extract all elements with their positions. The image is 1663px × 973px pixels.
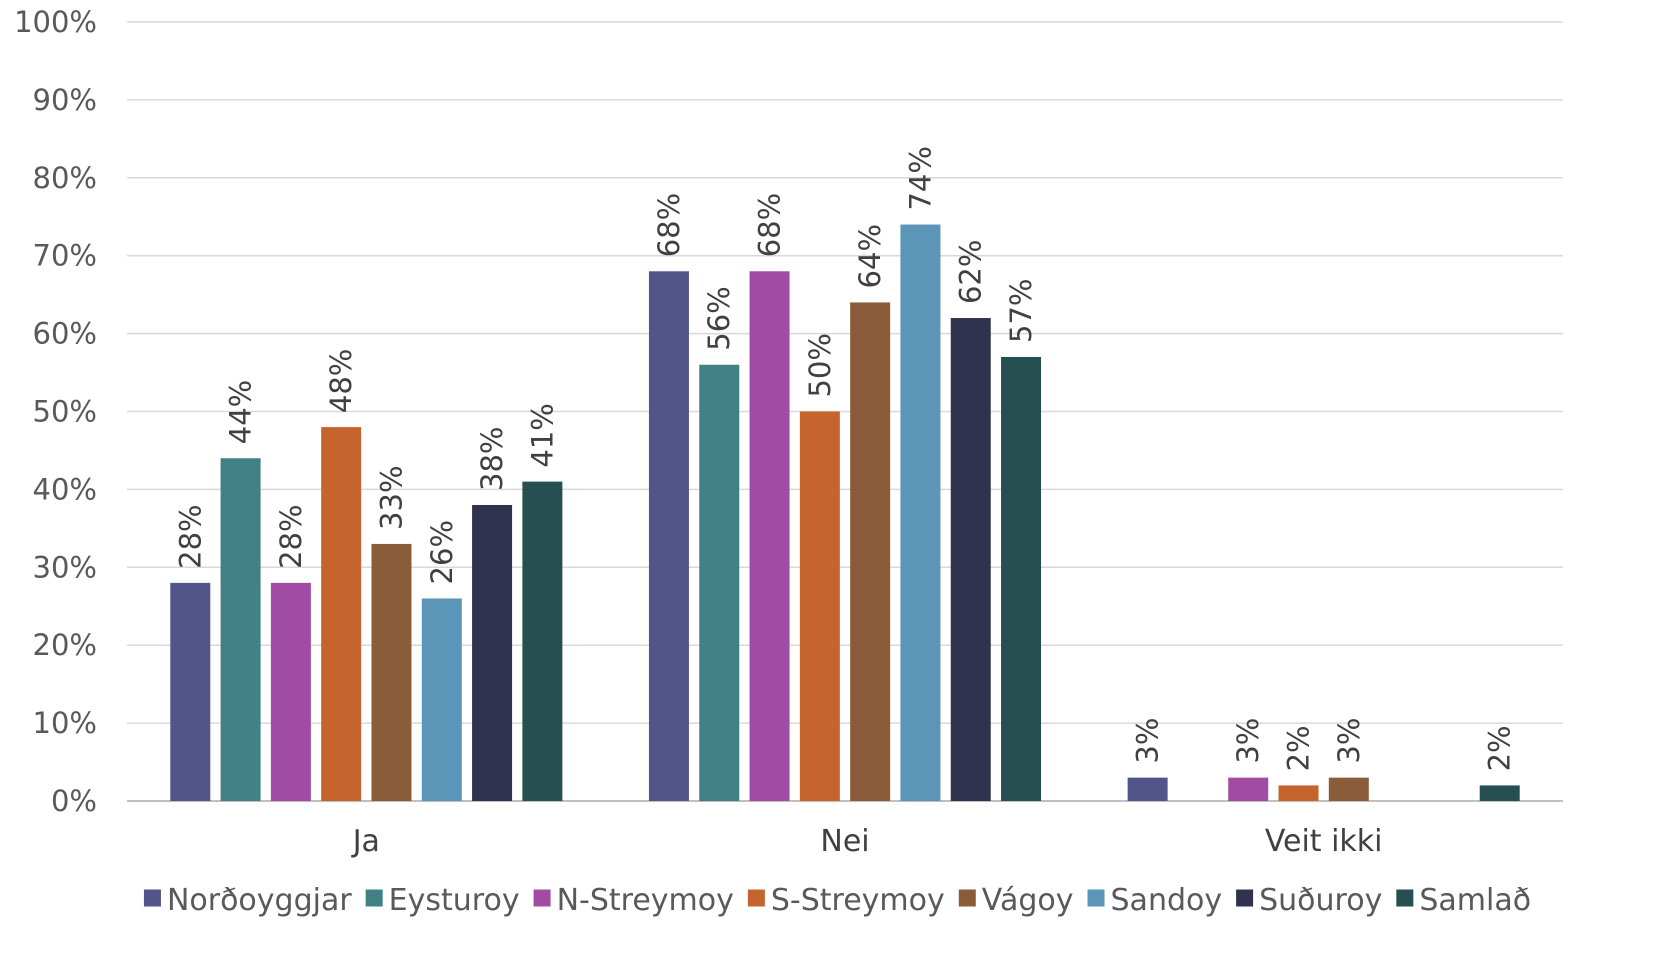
legend-item: S-Streymoy <box>747 883 945 918</box>
bar <box>321 427 362 801</box>
bar <box>699 364 740 801</box>
data-label: 44% <box>224 380 258 444</box>
data-label: 68% <box>652 193 686 257</box>
legend-swatch <box>1087 889 1105 907</box>
data-label: 3% <box>1131 718 1165 764</box>
bar <box>1328 777 1369 801</box>
data-label: 3% <box>1231 718 1265 764</box>
bar <box>220 458 261 801</box>
legend-swatch <box>747 889 765 907</box>
bar <box>950 318 991 801</box>
bar <box>1479 785 1520 801</box>
bar <box>270 582 311 801</box>
data-label: 64% <box>853 224 887 288</box>
legend-item: N-Streymoy <box>533 883 734 918</box>
data-label: 68% <box>753 193 787 257</box>
y-tick-label: 30% <box>33 550 97 584</box>
x-category-label: Veit ikki <box>1265 824 1383 859</box>
y-tick-label: 60% <box>33 317 97 351</box>
data-label: 28% <box>173 504 207 568</box>
bar <box>371 543 412 801</box>
legend-item: Eysturoy <box>365 883 520 918</box>
legend-swatch <box>143 889 161 907</box>
data-label: 3% <box>1332 718 1366 764</box>
bar <box>749 271 790 801</box>
legend-swatch <box>365 889 383 907</box>
data-label: 2% <box>1483 725 1517 771</box>
legend-swatch <box>533 889 551 907</box>
data-label: 48% <box>324 349 358 413</box>
legend-label: Eysturoy <box>389 883 520 918</box>
data-label: 62% <box>954 240 988 304</box>
legend-item: Sandoy <box>1087 883 1223 918</box>
legend-label: Vágoy <box>982 883 1074 918</box>
bar <box>522 481 563 801</box>
y-tick-label: 90% <box>33 83 97 117</box>
y-tick-label: 20% <box>33 628 97 662</box>
bar <box>850 302 891 801</box>
y-tick-label: 70% <box>33 239 97 273</box>
data-label: 28% <box>274 504 308 568</box>
legend-label: Suðuroy <box>1259 883 1382 918</box>
legend-label: Samlað <box>1419 883 1531 918</box>
bar <box>170 582 211 801</box>
bar <box>1228 777 1269 801</box>
bars <box>170 224 1520 802</box>
y-tick-label: 0% <box>51 784 97 818</box>
data-label: 74% <box>903 146 937 210</box>
legend-swatch <box>958 889 976 907</box>
bar <box>472 504 513 801</box>
data-label: 41% <box>525 403 559 467</box>
data-label: 2% <box>1282 725 1316 771</box>
legend-item: Samlað <box>1396 883 1531 918</box>
y-tick-label: 10% <box>33 706 97 740</box>
x-axis-category-labels: Ja Nei Veit ikki <box>351 824 1383 859</box>
data-label: 56% <box>702 286 736 350</box>
legend-item: Suðuroy <box>1236 883 1382 918</box>
y-tick-label: 50% <box>33 395 97 429</box>
bar <box>1127 777 1168 801</box>
bar <box>900 224 941 802</box>
legend: Norðoyggjar Eysturoy N-Streymoy S-Streymoy V… <box>143 883 1531 918</box>
data-label: 26% <box>425 520 459 584</box>
legend-label: Sandoy <box>1111 883 1223 918</box>
legend-label: S-Streymoy <box>771 883 945 918</box>
x-category-label: Ja <box>351 824 380 859</box>
y-tick-label: 100% <box>14 5 97 39</box>
bar <box>1278 785 1319 801</box>
y-axis-tick-labels: 0% 10% 20% 30% 40% 50% 60% 70% 80% 90% 100% <box>14 5 97 818</box>
x-category-label: Nei <box>820 824 869 859</box>
data-labels: 28% 44% 28% 48% 33% 26% 38% 41% 68% 56% 68% 50% 64% 7… <box>173 146 1516 771</box>
gridlines <box>127 21 1563 802</box>
y-tick-label: 40% <box>33 472 97 506</box>
legend-item: Norðoyggjar <box>143 883 352 918</box>
legend-item: Vágoy <box>958 883 1074 918</box>
data-label: 38% <box>475 427 509 491</box>
bar <box>421 598 462 801</box>
legend-label: N-Streymoy <box>557 883 734 918</box>
y-tick-label: 80% <box>33 161 97 195</box>
bar <box>799 411 840 801</box>
legend-label: Norðoyggjar <box>167 883 352 918</box>
bar <box>648 271 689 801</box>
data-label: 50% <box>803 333 837 397</box>
legend-swatch <box>1236 889 1254 907</box>
data-label: 33% <box>374 465 408 529</box>
data-label: 57% <box>1004 279 1038 343</box>
legend-swatch <box>1396 889 1414 907</box>
bar <box>1001 356 1042 801</box>
